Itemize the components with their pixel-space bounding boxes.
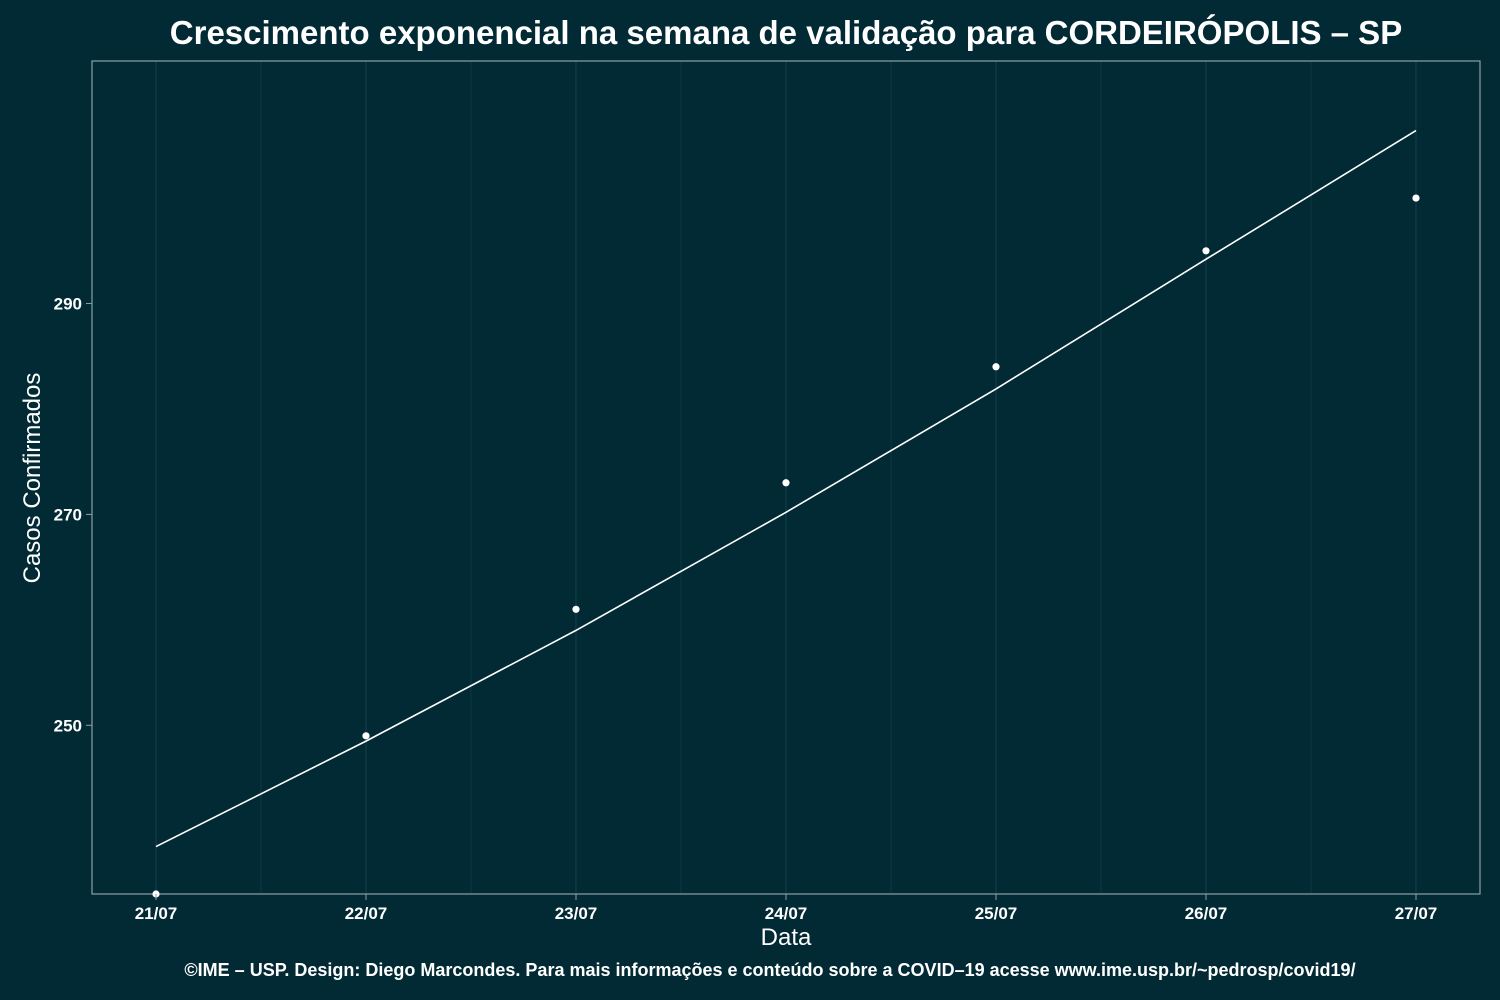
y-tick-label: 250 (54, 716, 82, 735)
data-points-layer (152, 194, 1420, 898)
y-tick-label: 270 (54, 505, 82, 524)
y-axis-title: Casos Confirmados (19, 373, 46, 584)
x-tick-label: 27/07 (1395, 904, 1438, 923)
data-point (572, 605, 580, 613)
x-tick-label: 26/07 (1185, 904, 1228, 923)
data-point (1202, 247, 1210, 255)
footer-caption: ©IME – USP. Design: Diego Marcondes. Par… (184, 960, 1355, 980)
x-axis-title: Data (761, 924, 812, 951)
fit-line-layer (155, 129, 1417, 848)
data-point (992, 363, 1000, 371)
y-tick-label: 290 (54, 295, 82, 314)
x-axis-ticks: 21/07 22/07 23/07 24/07 25/07 26/07 27/07 (135, 894, 1438, 923)
x-tick-label: 24/07 (765, 904, 808, 923)
grid-lines (155, 61, 1417, 894)
data-point (1412, 194, 1420, 202)
x-tick-label: 23/07 (555, 904, 598, 923)
data-point (362, 732, 370, 740)
data-point (782, 479, 790, 487)
fit-line (155, 129, 1417, 848)
x-tick-label: 22/07 (345, 904, 388, 923)
x-tick-label: 21/07 (135, 904, 178, 923)
chart-title: Crescimento exponencial na semana de val… (170, 14, 1402, 51)
x-tick-label: 25/07 (975, 904, 1018, 923)
y-axis-ticks: 250 270 290 (54, 295, 92, 735)
